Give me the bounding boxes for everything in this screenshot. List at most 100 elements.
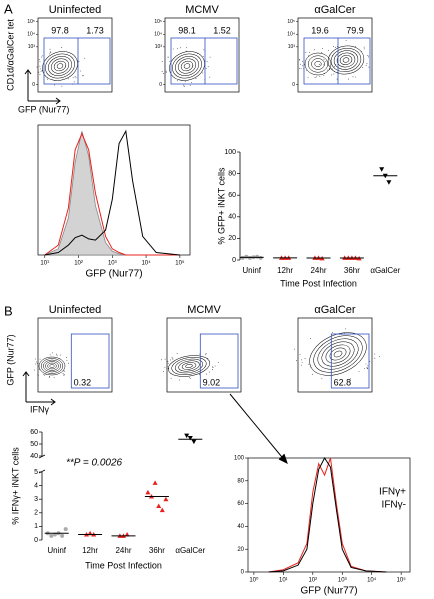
x-tick-label: 10² (308, 578, 317, 584)
event-dot (59, 358, 61, 360)
event-dot (38, 368, 40, 370)
y-tick-label: 1 (34, 523, 38, 530)
event-dot (84, 57, 86, 59)
event-dot (50, 52, 52, 54)
contour (167, 355, 211, 377)
contour (45, 53, 75, 79)
event-dot (314, 49, 315, 51)
y-axis-label: % IFNγ+ iNKT cells (10, 447, 20, 525)
event-dot (366, 63, 368, 65)
gate-value: 1.73 (86, 25, 104, 35)
x-tick-label: 10² (74, 261, 83, 267)
event-dot (367, 365, 369, 367)
contour (49, 364, 55, 368)
event-dot (315, 76, 317, 78)
event-dot (36, 66, 38, 68)
event-dot (338, 72, 340, 74)
x-tick-label: 10¹ (40, 261, 49, 267)
x-tick-label: 36hr (344, 266, 360, 275)
panel-label: A (4, 1, 13, 16)
y-tick-label: 20 (228, 235, 236, 242)
event-dot (308, 363, 310, 365)
contour (42, 51, 78, 81)
event-dot (49, 354, 51, 356)
event-dot (68, 362, 69, 364)
event-dot (171, 356, 173, 358)
x-tick-label: αGalCer (175, 546, 205, 555)
event-dot (167, 360, 169, 362)
event-dot (52, 352, 53, 354)
gate-value: 79.9 (346, 25, 364, 35)
y-tick-label: 60 (30, 429, 38, 436)
x-tick-label: 10⁵ (397, 577, 407, 584)
x-tick-label: αGalCer (370, 266, 400, 275)
gate-value: 97.8 (51, 25, 69, 35)
event-dot (59, 354, 61, 356)
event-dot (35, 358, 37, 360)
event-dot (363, 48, 365, 50)
contour (325, 344, 351, 364)
plot-frame (247, 457, 411, 573)
y-tick-label: 10³ (28, 44, 36, 50)
contour (327, 45, 365, 75)
event-dot (367, 55, 369, 56)
contour (172, 53, 202, 79)
contour (47, 362, 57, 370)
contour (309, 332, 367, 376)
plot-frame (297, 17, 373, 93)
plot-title: αGalCer (314, 304, 356, 316)
gate (70, 333, 110, 389)
event-dot (323, 64, 325, 66)
event-dot (344, 332, 346, 334)
event-dot (336, 45, 338, 47)
plot-title: Uninfected (49, 304, 102, 316)
event-dot (78, 61, 80, 63)
contour (185, 363, 193, 369)
event-dot (314, 77, 316, 78)
event-dot (172, 358, 174, 360)
event-dot (166, 366, 168, 367)
contour (43, 359, 61, 373)
event-dot (168, 368, 170, 369)
event-dot (38, 71, 40, 73)
event-dot (321, 48, 323, 49)
event-dot (311, 373, 313, 375)
contour (177, 58, 197, 74)
event-dot (176, 353, 178, 355)
event-dot (183, 84, 185, 86)
y-tick-label: 80 (228, 170, 236, 177)
event-dot (66, 359, 68, 361)
contour (178, 360, 200, 372)
data-point (152, 480, 158, 485)
data-point (191, 439, 197, 445)
axis-break (38, 469, 46, 474)
contour (317, 338, 359, 370)
event-dot (352, 76, 354, 78)
event-dot (302, 65, 303, 67)
event-dot (366, 367, 368, 369)
event-dot (189, 378, 191, 379)
event-dot (366, 368, 368, 370)
event-dot (62, 373, 64, 374)
event-dot (331, 74, 333, 76)
event-dot (185, 50, 187, 52)
y-tick-label: 0 (32, 82, 35, 88)
data-point (379, 167, 385, 172)
gate (330, 333, 370, 389)
data-point (244, 254, 249, 259)
histogram-area (44, 131, 180, 256)
event-dot (374, 353, 376, 355)
event-dot (304, 64, 306, 65)
gate (43, 37, 111, 85)
y-tick-label: 100 (224, 149, 236, 156)
x-tick-label: 10³ (338, 578, 347, 584)
contour (336, 52, 356, 68)
axis-arrow (22, 69, 288, 464)
x-axis-label: Time Post Infection (85, 560, 162, 570)
event-dot (43, 373, 45, 375)
plot-title: αGalCer (314, 4, 356, 16)
y-tick-label: 40 (30, 453, 38, 460)
y-tick-label: 2 (34, 510, 38, 517)
contour (333, 350, 343, 358)
event-dot (161, 61, 163, 62)
